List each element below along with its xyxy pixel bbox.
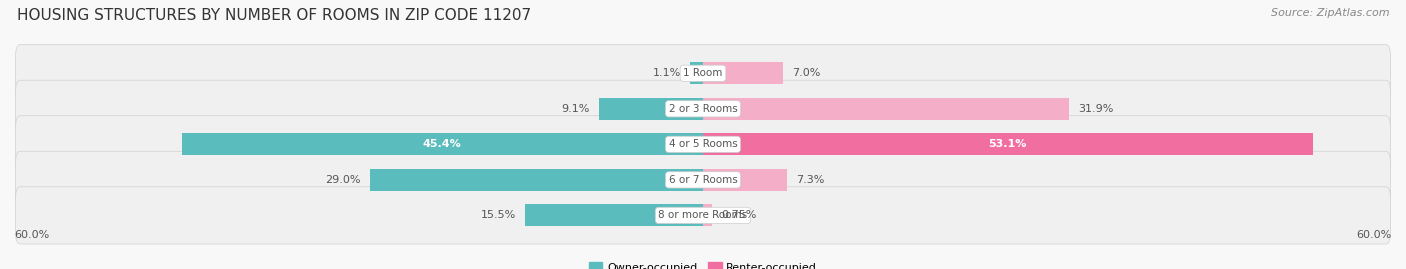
Bar [690, 62, 703, 84]
Text: 60.0%: 60.0% [1357, 230, 1392, 240]
Bar [703, 133, 1313, 155]
Text: 7.3%: 7.3% [796, 175, 824, 185]
Bar [703, 204, 711, 226]
FancyBboxPatch shape [15, 45, 1391, 102]
Text: Source: ZipAtlas.com: Source: ZipAtlas.com [1271, 8, 1389, 18]
Text: 4 or 5 Rooms: 4 or 5 Rooms [669, 139, 737, 149]
FancyBboxPatch shape [15, 151, 1391, 208]
Bar [181, 133, 703, 155]
Text: 9.1%: 9.1% [561, 104, 589, 114]
Text: 1 Room: 1 Room [683, 68, 723, 78]
Bar [599, 98, 703, 120]
Bar [703, 169, 787, 191]
Text: 7.0%: 7.0% [793, 68, 821, 78]
Legend: Owner-occupied, Renter-occupied: Owner-occupied, Renter-occupied [589, 262, 817, 269]
Text: 2 or 3 Rooms: 2 or 3 Rooms [669, 104, 737, 114]
Text: 53.1%: 53.1% [988, 139, 1026, 149]
Text: HOUSING STRUCTURES BY NUMBER OF ROOMS IN ZIP CODE 11207: HOUSING STRUCTURES BY NUMBER OF ROOMS IN… [17, 8, 531, 23]
Text: 15.5%: 15.5% [481, 210, 516, 220]
FancyBboxPatch shape [15, 116, 1391, 173]
Bar [370, 169, 703, 191]
Text: 60.0%: 60.0% [14, 230, 49, 240]
Text: 31.9%: 31.9% [1078, 104, 1114, 114]
Text: 0.75%: 0.75% [721, 210, 756, 220]
Text: 6 or 7 Rooms: 6 or 7 Rooms [669, 175, 737, 185]
FancyBboxPatch shape [15, 187, 1391, 244]
Text: 1.1%: 1.1% [652, 68, 681, 78]
FancyBboxPatch shape [15, 80, 1391, 137]
Text: 8 or more Rooms: 8 or more Rooms [658, 210, 748, 220]
Text: 29.0%: 29.0% [325, 175, 361, 185]
Bar [703, 62, 783, 84]
Bar [524, 204, 703, 226]
Text: 45.4%: 45.4% [423, 139, 461, 149]
Bar [703, 98, 1070, 120]
